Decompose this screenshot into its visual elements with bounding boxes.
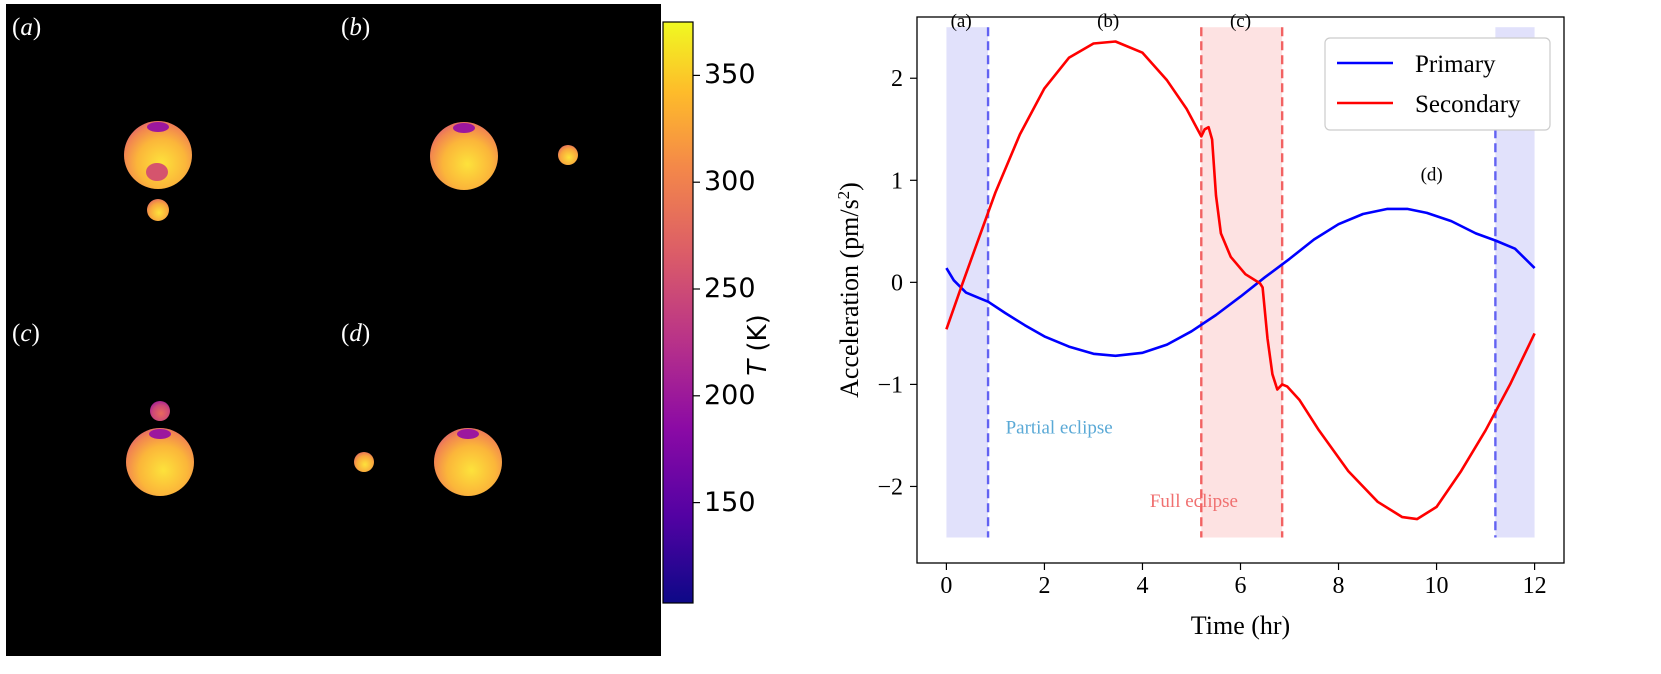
colorbar-tick-label: 300 [704, 166, 756, 198]
legend-entry: Secondary [1415, 91, 1521, 118]
y-axis-ticks: −2 −1 0 1 2 [877, 66, 917, 500]
annotation: Full eclipse [1150, 491, 1238, 512]
panel-label-a: (a) [12, 14, 42, 41]
series-line-primary [945, 207, 1536, 358]
y-tick-label: −1 [877, 372, 903, 398]
panel-label-d: (d) [341, 320, 371, 347]
legend-box [1324, 37, 1551, 131]
colorbar-gradient [662, 21, 694, 604]
annotation: Partial eclipse [1006, 417, 1113, 438]
colorbar-tick-label: 350 [704, 59, 756, 91]
sphere-group-d [354, 428, 502, 496]
annotation: (d) [1421, 164, 1443, 185]
panel-label-c: (c) [12, 320, 40, 347]
legend: Primary Secondary [1324, 37, 1551, 131]
colorbar-tick-label: 200 [704, 379, 756, 411]
x-tick-label: 2 [1038, 573, 1050, 599]
primary-sphere-b [430, 122, 498, 190]
colorbar-ticks [693, 74, 700, 504]
secondary-sphere-a [147, 199, 169, 221]
colorbar-tick-label: 150 [704, 486, 756, 518]
colorbar-tick-label: 250 [704, 273, 756, 304]
primary-sphere-d [434, 428, 502, 496]
render-panel [6, 4, 661, 656]
sphere-group-b [430, 122, 578, 190]
y-tick-label: 1 [891, 168, 903, 194]
legend-entry: Primary [1415, 51, 1496, 78]
polar-cap-b [453, 123, 475, 133]
primary-sphere-a [124, 121, 192, 189]
polar-cap-a [147, 122, 169, 132]
annotation: (a) [951, 11, 972, 32]
annotations: (a) (b) (c) (d) Partial eclipse Full eclipse [951, 11, 1443, 512]
secondary-sphere-c [150, 401, 170, 421]
secondary-sphere-b [558, 145, 578, 165]
sphere-renders [124, 121, 578, 496]
y-tick-label: 0 [891, 270, 903, 296]
polar-cap-c [149, 429, 171, 439]
primary-sphere-c [126, 428, 194, 496]
x-tick-label: 0 [940, 573, 952, 599]
y-tick-label: 2 [891, 66, 903, 92]
x-axis-ticks: 0 2 4 6 8 10 12 [940, 563, 1547, 599]
eclipse-band [1201, 27, 1283, 538]
x-tick-label: 12 [1523, 573, 1547, 599]
secondary-sphere-d [354, 452, 374, 472]
colorbar [662, 21, 700, 604]
x-tick-label: 8 [1333, 573, 1345, 599]
sphere-group-a [124, 121, 192, 221]
shadow-spot-a [146, 163, 168, 181]
x-axis-label: Time (hr) [1191, 611, 1290, 640]
sphere-group-c [126, 401, 194, 496]
panel-label-b: (b) [341, 14, 371, 41]
y-tick-label: −2 [877, 474, 903, 500]
y-axis-label: Acceleration (pm/s2) [834, 182, 864, 398]
polar-cap-d [457, 429, 479, 439]
eclipse-band [946, 27, 989, 538]
x-tick-label: 10 [1425, 573, 1449, 599]
annotation: (b) [1097, 11, 1119, 32]
x-tick-label: 4 [1136, 573, 1148, 599]
series-line-secondary [945, 40, 1536, 521]
x-tick-label: 6 [1235, 573, 1247, 599]
annotation: (c) [1230, 11, 1251, 32]
series-lines [945, 40, 1536, 521]
